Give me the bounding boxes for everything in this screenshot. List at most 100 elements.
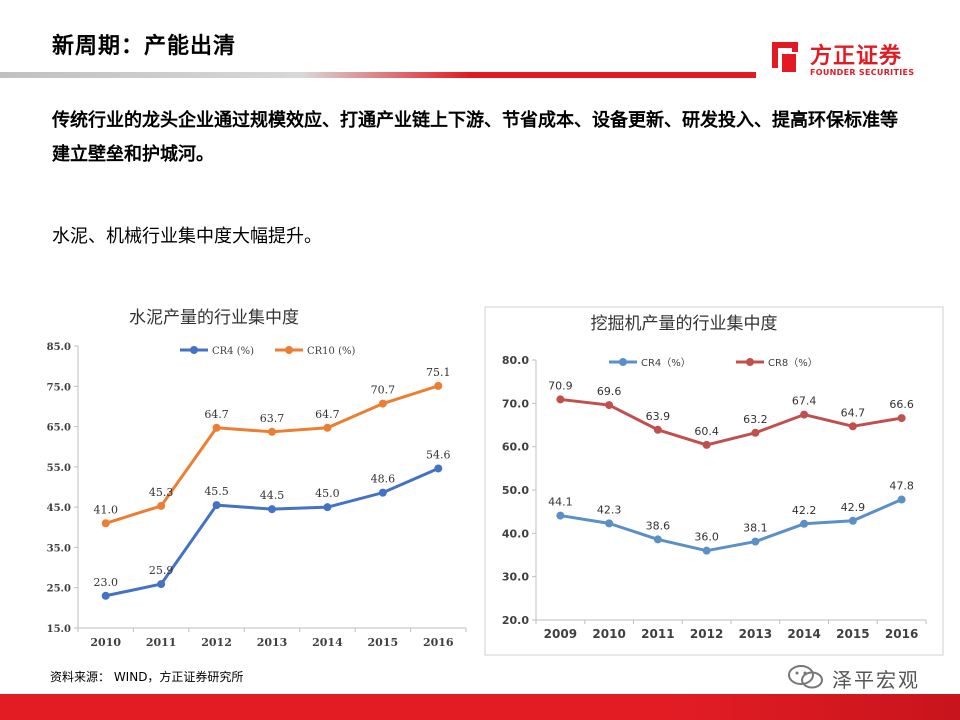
data-point bbox=[268, 505, 276, 514]
data-label: 42.3 bbox=[597, 503, 622, 516]
logo-text-en: FOUNDER SECURITIES bbox=[810, 68, 915, 77]
data-point bbox=[751, 428, 760, 437]
data-point bbox=[323, 503, 332, 512]
watermark-text: 泽平宏观 bbox=[832, 668, 920, 692]
y-tick-label: 60.0 bbox=[502, 441, 529, 454]
x-tick-label: 2013 bbox=[739, 627, 772, 641]
data-point bbox=[702, 440, 711, 449]
data-label: 64.7 bbox=[841, 406, 866, 419]
data-label: 63.2 bbox=[743, 413, 768, 426]
y-tick-label: 55.0 bbox=[47, 463, 71, 474]
data-label: 44.1 bbox=[548, 496, 573, 509]
data-label: 42.2 bbox=[792, 504, 817, 517]
x-tick-label: 2015 bbox=[368, 636, 399, 649]
logo-mark-icon bbox=[772, 42, 798, 72]
data-label: 44.5 bbox=[260, 489, 285, 502]
y-tick-label: 65.0 bbox=[47, 423, 71, 434]
data-label: 70.7 bbox=[371, 384, 396, 397]
data-point bbox=[268, 427, 276, 436]
data-point bbox=[605, 519, 614, 528]
data-label: 47.8 bbox=[889, 480, 914, 493]
data-point bbox=[378, 399, 387, 408]
series-line bbox=[560, 397, 902, 447]
wechat-icon bbox=[788, 665, 823, 689]
data-label: 67.4 bbox=[792, 395, 817, 408]
data-label: 48.6 bbox=[371, 473, 396, 486]
data-label: 66.6 bbox=[889, 398, 914, 411]
legend-marker bbox=[285, 346, 293, 354]
header-rule bbox=[0, 72, 756, 78]
watermark: 泽平宏观 bbox=[786, 662, 936, 692]
y-tick-label: 75.0 bbox=[47, 382, 71, 393]
data-label: 60.4 bbox=[694, 425, 719, 438]
y-tick-label: 45.0 bbox=[47, 503, 71, 514]
legend-marker bbox=[619, 358, 627, 366]
data-label: 38.6 bbox=[646, 519, 671, 532]
slide-title: 新周期：产能出清 bbox=[52, 34, 237, 59]
data-label: 41.0 bbox=[93, 503, 118, 516]
chart-frame bbox=[484, 306, 944, 656]
data-label: 45.0 bbox=[315, 487, 340, 500]
lead-paragraph: 传统行业的龙头企业通过规模效应、打通产业链上下游、节省成本、设备更新、研发投入、… bbox=[52, 110, 898, 165]
data-point bbox=[157, 580, 166, 589]
data-label: 36.0 bbox=[694, 531, 719, 544]
series-line bbox=[105, 384, 439, 525]
data-point bbox=[378, 488, 387, 497]
x-tick-label: 2010 bbox=[592, 627, 625, 641]
x-tick-label: 2011 bbox=[146, 636, 177, 649]
data-point bbox=[212, 423, 221, 432]
legend-label: CR4 (%) bbox=[212, 346, 254, 357]
data-point bbox=[101, 519, 110, 528]
x-tick-label: 2012 bbox=[690, 627, 723, 641]
data-point bbox=[751, 537, 760, 546]
data-point bbox=[848, 422, 857, 431]
data-point bbox=[848, 516, 857, 525]
excavator-concentration-chart: 挖掘机产量的行业集中度 20.0 30.0 40.0 50.0 60.0 70.0 80.0 2… bbox=[484, 306, 944, 656]
legend-marker bbox=[746, 358, 754, 366]
sub-paragraph: 水泥、机械行业集中度大幅提升。 bbox=[52, 226, 322, 247]
data-label: 42.9 bbox=[841, 501, 866, 514]
data-label: 63.9 bbox=[646, 410, 671, 423]
data-point bbox=[653, 535, 662, 544]
y-tick-label: 40.0 bbox=[502, 527, 529, 540]
x-tick-label: 2014 bbox=[787, 627, 820, 641]
x-tick-label: 2016 bbox=[423, 636, 454, 649]
data-label: 54.6 bbox=[426, 448, 451, 461]
data-label: 64.7 bbox=[315, 408, 340, 421]
series-line bbox=[560, 498, 903, 553]
y-tick-label: 85.0 bbox=[47, 342, 71, 353]
cement-concentration-chart: 水泥产量的行业集中度 15.0 25.0 35.0 45.0 55.0 65.0 75.0 85… bbox=[47, 308, 467, 649]
data-point bbox=[434, 381, 443, 390]
data-label: 45.3 bbox=[149, 486, 174, 499]
company-logo: 方正证券 FOUNDER SECURITIES bbox=[766, 38, 936, 82]
source-note: 资料来源： WIND，方正证券研究所 bbox=[50, 670, 244, 684]
legend-label: CR8（%） bbox=[768, 357, 818, 369]
y-tick-label: 20.0 bbox=[502, 614, 529, 627]
data-point bbox=[897, 495, 906, 504]
data-label: 25.9 bbox=[149, 564, 174, 577]
data-point bbox=[434, 464, 443, 473]
chart-title: 挖掘机产量的行业集中度 bbox=[591, 314, 778, 334]
data-point bbox=[653, 425, 662, 434]
data-label: 69.6 bbox=[597, 385, 622, 398]
data-label: 63.7 bbox=[260, 412, 285, 425]
data-label: 23.0 bbox=[93, 576, 118, 589]
data-label: 38.1 bbox=[743, 522, 768, 535]
data-point bbox=[605, 401, 614, 410]
data-point bbox=[702, 546, 711, 555]
x-tick-label: 2016 bbox=[885, 627, 918, 641]
data-point bbox=[101, 591, 110, 600]
logo-text-cn: 方正证券 bbox=[810, 44, 903, 69]
y-tick-label: 15.0 bbox=[47, 624, 71, 635]
data-point bbox=[556, 511, 565, 520]
x-tick-label: 2013 bbox=[257, 636, 288, 649]
footer-bar bbox=[0, 694, 960, 720]
x-tick-label: 2014 bbox=[312, 636, 343, 649]
x-tick-label: 2012 bbox=[201, 636, 232, 649]
data-point bbox=[556, 395, 565, 404]
y-tick-label: 70.0 bbox=[502, 397, 529, 410]
data-point bbox=[800, 519, 809, 528]
x-tick-label: 2015 bbox=[836, 627, 869, 641]
legend-marker bbox=[190, 346, 198, 354]
data-point bbox=[323, 423, 332, 432]
